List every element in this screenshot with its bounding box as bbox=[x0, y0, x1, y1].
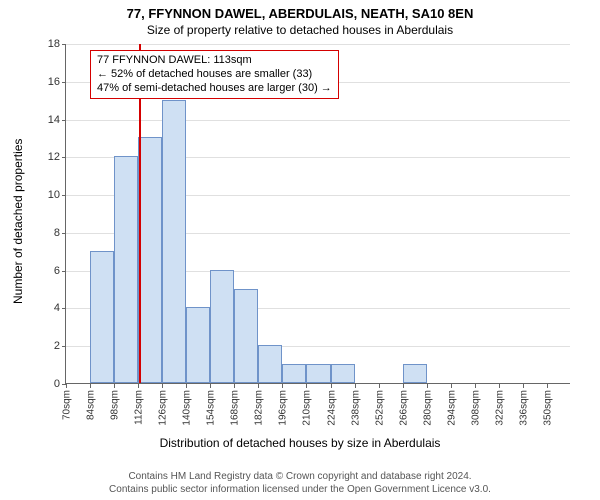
xtick-mark bbox=[379, 384, 380, 388]
xtick-mark bbox=[331, 384, 332, 388]
xtick-mark bbox=[355, 384, 356, 388]
xtick-label: 196sqm bbox=[276, 390, 289, 426]
xtick-mark bbox=[90, 384, 91, 388]
chart-title-main: 77, FFYNNON DAWEL, ABERDULAIS, NEATH, SA… bbox=[0, 0, 600, 21]
xtick-mark bbox=[114, 384, 115, 388]
xtick-mark bbox=[234, 384, 235, 388]
xtick-mark bbox=[523, 384, 524, 388]
xtick-mark bbox=[451, 384, 452, 388]
histogram-bar bbox=[210, 270, 234, 383]
ytick-label: 14 bbox=[48, 114, 66, 126]
ytick-label: 4 bbox=[54, 302, 66, 314]
ytick-label: 8 bbox=[54, 227, 66, 239]
xtick-label: 70sqm bbox=[60, 390, 73, 420]
xtick-label: 350sqm bbox=[540, 390, 553, 426]
histogram-bar bbox=[114, 156, 138, 383]
xtick-mark bbox=[306, 384, 307, 388]
histogram-bar bbox=[403, 364, 427, 383]
xtick-label: 98sqm bbox=[108, 390, 121, 420]
histogram-bar bbox=[306, 364, 330, 383]
xtick-mark bbox=[547, 384, 548, 388]
xtick-label: 294sqm bbox=[444, 390, 457, 426]
xtick-label: 182sqm bbox=[252, 390, 265, 426]
annotation-line2: ← 52% of detached houses are smaller (33… bbox=[97, 68, 332, 82]
xtick-mark bbox=[210, 384, 211, 388]
xtick-mark bbox=[282, 384, 283, 388]
histogram-bar bbox=[186, 307, 210, 383]
xtick-mark bbox=[162, 384, 163, 388]
ytick-label: 0 bbox=[54, 378, 66, 390]
histogram-bar bbox=[331, 364, 355, 383]
xtick-mark bbox=[475, 384, 476, 388]
xtick-label: 126sqm bbox=[156, 390, 169, 426]
ytick-label: 18 bbox=[48, 38, 66, 50]
xtick-label: 266sqm bbox=[396, 390, 409, 426]
histogram-bar bbox=[282, 364, 306, 383]
xtick-label: 280sqm bbox=[420, 390, 433, 426]
xtick-mark bbox=[403, 384, 404, 388]
xtick-mark bbox=[258, 384, 259, 388]
xtick-mark bbox=[66, 384, 67, 388]
ytick-label: 16 bbox=[48, 76, 66, 88]
footer-line2: Contains public sector information licen… bbox=[0, 483, 600, 496]
xtick-mark bbox=[499, 384, 500, 388]
ytick-label: 6 bbox=[54, 265, 66, 277]
histogram-bar bbox=[162, 100, 186, 383]
xtick-label: 210sqm bbox=[300, 390, 313, 426]
xtick-label: 322sqm bbox=[492, 390, 505, 426]
xtick-mark bbox=[138, 384, 139, 388]
ytick-label: 10 bbox=[48, 189, 66, 201]
xtick-label: 224sqm bbox=[324, 390, 337, 426]
gridline bbox=[66, 44, 570, 45]
xtick-label: 84sqm bbox=[84, 390, 97, 420]
xtick-label: 308sqm bbox=[468, 390, 481, 426]
histogram-bar bbox=[90, 251, 114, 383]
ytick-label: 12 bbox=[48, 151, 66, 163]
ytick-label: 2 bbox=[54, 340, 66, 352]
xtick-mark bbox=[186, 384, 187, 388]
y-axis-label: Number of detached properties bbox=[11, 139, 25, 304]
xtick-label: 168sqm bbox=[228, 390, 241, 426]
histogram-bar bbox=[234, 289, 258, 383]
footer-attribution: Contains HM Land Registry data © Crown c… bbox=[0, 470, 600, 496]
histogram-bar bbox=[258, 345, 282, 383]
xtick-label: 252sqm bbox=[372, 390, 385, 426]
x-axis-label: Distribution of detached houses by size … bbox=[0, 436, 600, 450]
chart-title-sub: Size of property relative to detached ho… bbox=[0, 21, 600, 37]
xtick-mark bbox=[427, 384, 428, 388]
annotation-box: 77 FFYNNON DAWEL: 113sqm ← 52% of detach… bbox=[90, 50, 339, 99]
annotation-line1: 77 FFYNNON DAWEL: 113sqm bbox=[97, 54, 332, 68]
xtick-label: 112sqm bbox=[132, 390, 145, 425]
annotation-line3: 47% of semi-detached houses are larger (… bbox=[97, 82, 332, 96]
xtick-label: 140sqm bbox=[180, 390, 193, 426]
xtick-label: 238sqm bbox=[348, 390, 361, 426]
histogram-bar bbox=[138, 137, 162, 383]
xtick-label: 336sqm bbox=[516, 390, 529, 426]
gridline bbox=[66, 120, 570, 121]
footer-line1: Contains HM Land Registry data © Crown c… bbox=[0, 470, 600, 483]
xtick-label: 154sqm bbox=[204, 390, 217, 426]
